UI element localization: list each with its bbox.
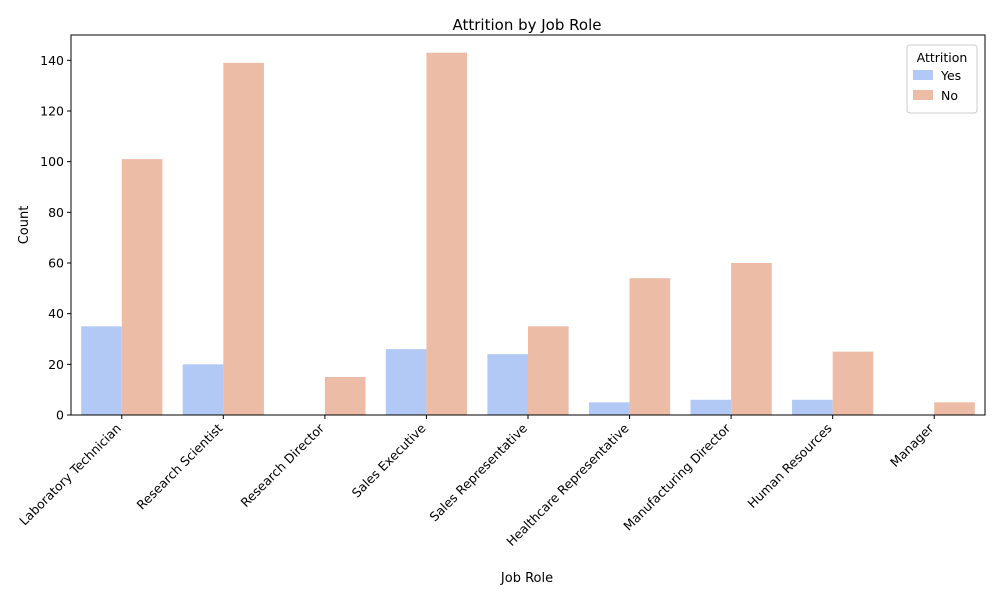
x-tick-label: Sales Executive [349,420,429,500]
y-tick-label: 100 [40,154,64,169]
bar-no-healthcare-representative [629,278,671,415]
bar-yes-healthcare-representative [588,402,630,415]
x-axis-label: Job Role [500,571,553,586]
bar-no-manager [934,402,975,415]
x-tick-label: Research Scientist [134,420,226,512]
x-tick-label: Healthcare Representative [503,420,632,549]
y-tick-label: 40 [48,306,64,321]
y-axis-label: Count [17,206,32,245]
legend: Attrition Yes No [906,44,978,114]
chart-title: Attrition by Job Role [453,16,602,34]
y-tick-label: 60 [48,256,64,271]
bar-yes-manufacturing-director [690,399,732,415]
y-tick-label: 80 [48,205,64,220]
x-tick-label: Human Resources [744,421,834,511]
bar-yes-human-resources [792,399,833,415]
bar-no-human-resources [832,351,874,415]
bar-yes-research-scientist [182,364,224,415]
y-tick-label: 120 [40,104,64,119]
x-tick-label: Research Director [238,420,328,510]
bar-yes-sales-representative [487,354,528,415]
bar-no-research-director [324,377,366,415]
x-tick-label: Laboratory Technician [16,421,124,529]
bar-yes-laboratory-technician [81,326,122,415]
y-tick-label: 140 [40,53,64,68]
x-tick-label: Sales Representative [426,420,530,524]
y-tick-label: 0 [56,408,64,423]
x-tick-label: Manager [887,420,937,470]
legend-label-no: No [941,88,958,103]
bar-no-manufacturing-director [731,263,772,415]
legend-label-yes: Yes [940,68,961,83]
x-tick-label: Manufacturing Director [620,420,734,534]
bar-no-sales-executive [426,52,468,415]
bar-no-research-scientist [223,62,264,415]
legend-swatch-yes [913,70,933,80]
bar-no-laboratory-technician [121,159,163,415]
legend-swatch-no [913,90,933,100]
legend-title: Attrition [917,50,968,65]
y-tick-label: 20 [48,357,64,372]
bar-no-sales-representative [528,326,569,415]
bar-yes-sales-executive [385,349,427,415]
